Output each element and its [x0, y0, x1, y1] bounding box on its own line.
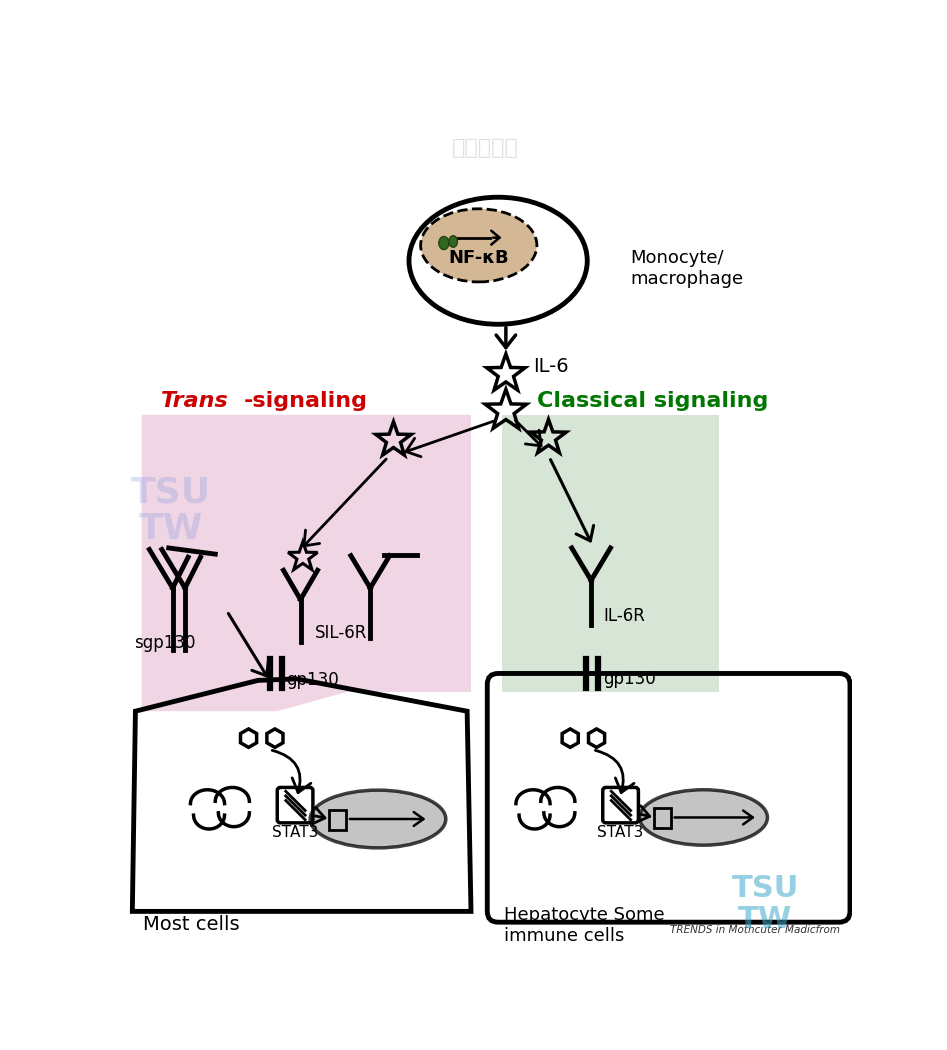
Text: NF-κB: NF-κB [449, 250, 509, 268]
Text: sgp130: sgp130 [134, 634, 195, 652]
Polygon shape [142, 415, 471, 711]
Text: IL-6: IL-6 [533, 357, 568, 376]
Text: Hepatocyte Some
immune cells: Hepatocyte Some immune cells [505, 906, 665, 945]
Text: Monocyte/
macrophage: Monocyte/ macrophage [630, 249, 743, 288]
Text: STAT3: STAT3 [272, 825, 318, 840]
Ellipse shape [639, 790, 767, 845]
Text: IL-6R: IL-6R [603, 607, 646, 625]
Text: Most cells: Most cells [143, 915, 240, 934]
Text: TSU
TW: TSU TW [131, 476, 211, 546]
Ellipse shape [438, 236, 449, 250]
Text: gp130: gp130 [602, 670, 655, 688]
Text: -signaling: -signaling [244, 391, 368, 411]
Text: SIL-6R: SIL-6R [314, 624, 366, 642]
Ellipse shape [311, 790, 446, 848]
Ellipse shape [420, 209, 537, 282]
Text: STAT3: STAT3 [598, 825, 644, 840]
Polygon shape [502, 415, 719, 692]
Text: gp130: gp130 [287, 671, 339, 690]
Text: 天山医学院: 天山医学院 [452, 138, 518, 158]
Text: Classical signaling: Classical signaling [537, 391, 768, 411]
Ellipse shape [449, 235, 457, 247]
Text: TRENDS in Mothcuter Madicfrom: TRENDS in Mothcuter Madicfrom [670, 925, 840, 934]
Text: TSU
TW: TSU TW [732, 874, 799, 933]
Text: Trans: Trans [161, 391, 229, 411]
